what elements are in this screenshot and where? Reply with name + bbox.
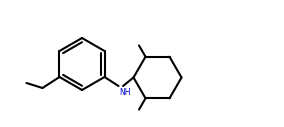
- Text: NH: NH: [119, 88, 131, 97]
